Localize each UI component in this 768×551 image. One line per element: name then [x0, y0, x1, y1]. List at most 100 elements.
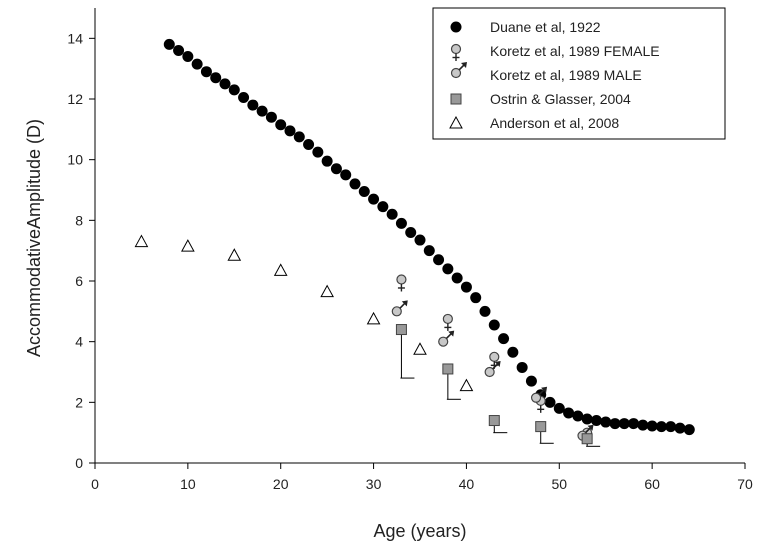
duane-point [637, 419, 649, 431]
x-tick-label: 10 [180, 476, 196, 492]
duane-point [442, 263, 454, 275]
duane-point [386, 208, 398, 220]
anderson-point [273, 263, 288, 276]
male-symbol-arrow-head [587, 424, 594, 431]
duane-point [451, 272, 463, 284]
duane-point [163, 38, 175, 50]
ostrin-point [395, 324, 407, 336]
duane-point [219, 78, 231, 90]
legend-label: Koretz et al, 1989 MALE [490, 67, 642, 83]
duane-point [284, 125, 296, 137]
ostrin-point [450, 93, 462, 105]
duane-point [312, 146, 324, 158]
duane-point [210, 72, 222, 84]
female-symbol-circle [450, 43, 462, 55]
male-symbol-arrow-head [401, 300, 408, 307]
duane-point [358, 186, 370, 198]
female-symbol-circle [396, 274, 407, 285]
duane-point [173, 44, 185, 56]
duane-point [450, 21, 462, 33]
duane-point [414, 234, 426, 246]
series-3 [395, 324, 601, 447]
duane-point [377, 201, 389, 213]
x-tick-label: 70 [737, 476, 753, 492]
anderson-point [320, 284, 334, 298]
duane-point [349, 178, 361, 190]
duane-point [628, 418, 640, 430]
male-symbol-circle [391, 306, 402, 317]
duane-point [655, 421, 667, 433]
female-symbol-circle [442, 313, 453, 325]
duane-point [609, 418, 621, 430]
anderson-point [449, 115, 463, 129]
male-symbol-circle [530, 392, 542, 403]
duane-point [516, 361, 528, 373]
legend-item-1: Koretz et al, 1989 FEMALE [450, 43, 660, 61]
anderson-point [227, 248, 242, 261]
duane-point [581, 413, 593, 425]
duane-point [646, 420, 658, 432]
male-symbol-arrow-head [494, 361, 501, 367]
anderson-point [366, 311, 381, 325]
y-tick-label: 10 [67, 152, 83, 168]
duane-point [247, 99, 259, 111]
duane-point [182, 51, 194, 63]
duane-point [600, 416, 612, 428]
duane-point [674, 422, 686, 434]
y-axis-label: AccommodativeAmplitude (D) [24, 119, 44, 357]
duane-point [228, 84, 240, 96]
ostrin-point [488, 415, 500, 427]
duane-point [553, 402, 565, 414]
legend-item-2: Koretz et al, 1989 MALE [450, 62, 642, 83]
duane-point [423, 245, 435, 257]
duane-point [303, 139, 315, 150]
male-symbol-circle [484, 366, 495, 378]
x-tick-label: 20 [273, 476, 289, 492]
y-tick-label: 14 [67, 30, 83, 46]
duane-point [321, 155, 333, 167]
duane-point [488, 319, 500, 331]
male-symbol-circle [450, 67, 462, 79]
duane-point [479, 305, 491, 317]
legend-item-4: Anderson et al, 2008 [449, 115, 619, 131]
duane-point [525, 375, 537, 387]
duane-point [395, 217, 407, 229]
duane-point [191, 58, 203, 70]
duane-point [618, 418, 630, 430]
duane-point [368, 193, 380, 205]
ostrin-point [535, 421, 547, 433]
x-tick-label: 40 [459, 476, 475, 492]
x-tick-label: 0 [91, 476, 99, 492]
x-tick-label: 30 [366, 476, 382, 492]
duane-point [665, 421, 677, 433]
y-tick-label: 12 [67, 91, 83, 107]
ostrin-point [442, 363, 454, 375]
anderson-point [413, 342, 427, 355]
duane-point [498, 333, 510, 345]
legend-label: Anderson et al, 2008 [490, 115, 619, 131]
series-0 [163, 38, 695, 436]
duane-point [460, 281, 472, 293]
duane-point [200, 66, 212, 78]
duane-point [572, 410, 584, 422]
duane-point [590, 415, 602, 427]
anderson-point [459, 378, 474, 392]
anderson-point [181, 239, 195, 252]
y-tick-label: 4 [75, 334, 83, 350]
ostrin-point [581, 433, 593, 445]
duane-point [238, 91, 250, 103]
legend-label: Duane et al, 1922 [490, 19, 601, 35]
male-symbol-arrow-head [448, 330, 455, 337]
duane-point [563, 407, 575, 419]
female-symbol-circle [489, 351, 500, 362]
duane-point [330, 163, 342, 175]
anderson-point [134, 234, 149, 248]
male-symbol-circle [438, 336, 449, 347]
duane-point [275, 119, 287, 131]
male-symbol-arrow-head [461, 62, 467, 68]
series-2 [391, 300, 594, 441]
axes: 0 10 20 30 40 50 60 70 0 2 4 6 8 10 12 14 [67, 8, 753, 492]
duane-point [683, 424, 695, 436]
